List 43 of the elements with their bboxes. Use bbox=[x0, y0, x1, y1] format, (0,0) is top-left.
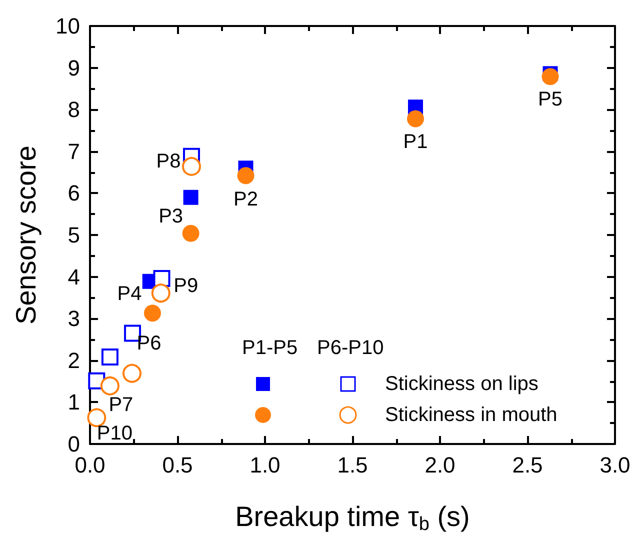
point bbox=[183, 190, 198, 205]
point bbox=[151, 284, 170, 303]
y-tick-label: 1 bbox=[68, 390, 80, 415]
annotation: P3 bbox=[158, 205, 184, 228]
y-tick-label: 3 bbox=[68, 306, 80, 332]
annotation: P9 bbox=[174, 275, 198, 298]
y-tick-label: 4 bbox=[68, 264, 80, 290]
x-tick-label: 0.5 bbox=[162, 452, 193, 478]
x-tick-label: 3.0 bbox=[600, 452, 630, 478]
annotation: P10 bbox=[96, 422, 132, 445]
x-tick-label: 2.0 bbox=[424, 452, 456, 478]
annotation: P6-P10 bbox=[317, 337, 384, 359]
y-tick-label: 9 bbox=[68, 55, 80, 80]
legend-label: Stickiness in mouth bbox=[385, 404, 558, 426]
y-tick-label: 7 bbox=[68, 138, 80, 164]
annotation: P7 bbox=[108, 394, 134, 416]
annotation: P2 bbox=[234, 188, 258, 211]
y-tick-label: 8 bbox=[68, 97, 80, 122]
point bbox=[182, 224, 200, 242]
annotation: P5 bbox=[538, 88, 562, 111]
point bbox=[122, 364, 142, 383]
point bbox=[237, 167, 254, 184]
point bbox=[144, 304, 161, 322]
point bbox=[542, 68, 559, 86]
annotation: P4 bbox=[117, 283, 142, 306]
y-tick-label: 10 bbox=[56, 14, 80, 38]
y-tick-label: 2 bbox=[68, 348, 80, 373]
y-tick-label: 6 bbox=[68, 180, 80, 206]
x-tick-label: 2.5 bbox=[512, 452, 543, 478]
y-tick-label: 5 bbox=[68, 222, 80, 248]
annotation: P1 bbox=[403, 130, 428, 153]
point bbox=[101, 348, 118, 366]
point bbox=[407, 110, 424, 128]
point bbox=[100, 376, 120, 396]
x-tick-label: 1.5 bbox=[337, 452, 368, 478]
annotation: P8 bbox=[156, 150, 181, 172]
point bbox=[182, 156, 201, 176]
y-axis-title: Sensory score bbox=[10, 146, 42, 324]
annotation: P6 bbox=[136, 332, 162, 354]
x-tick-label: 1.0 bbox=[250, 452, 280, 478]
annotation: P1-P5 bbox=[242, 337, 298, 359]
legend-label: Stickiness on lips bbox=[385, 373, 538, 395]
point bbox=[87, 408, 106, 428]
